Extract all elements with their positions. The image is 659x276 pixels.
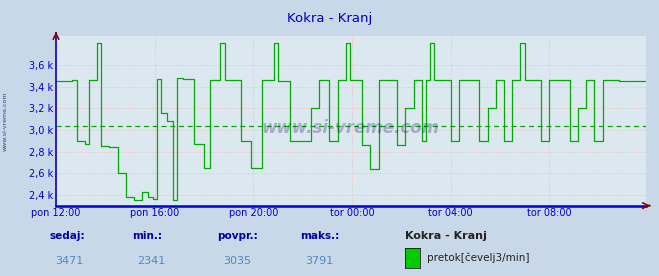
Text: 3471: 3471	[55, 256, 83, 266]
Text: 3791: 3791	[305, 256, 333, 266]
Text: pretok[čevelj3/min]: pretok[čevelj3/min]	[427, 253, 530, 263]
Text: 3035: 3035	[223, 256, 250, 266]
Text: min.:: min.:	[132, 231, 162, 241]
Text: maks.:: maks.:	[300, 231, 339, 241]
Text: sedaj:: sedaj:	[49, 231, 85, 241]
Text: 2341: 2341	[137, 256, 165, 266]
Text: www.si-vreme.com: www.si-vreme.com	[262, 118, 440, 137]
Text: Kokra - Kranj: Kokra - Kranj	[405, 231, 487, 241]
Text: Kokra - Kranj: Kokra - Kranj	[287, 12, 372, 25]
Text: www.si-vreme.com: www.si-vreme.com	[3, 92, 8, 151]
Text: povpr.:: povpr.:	[217, 231, 258, 241]
